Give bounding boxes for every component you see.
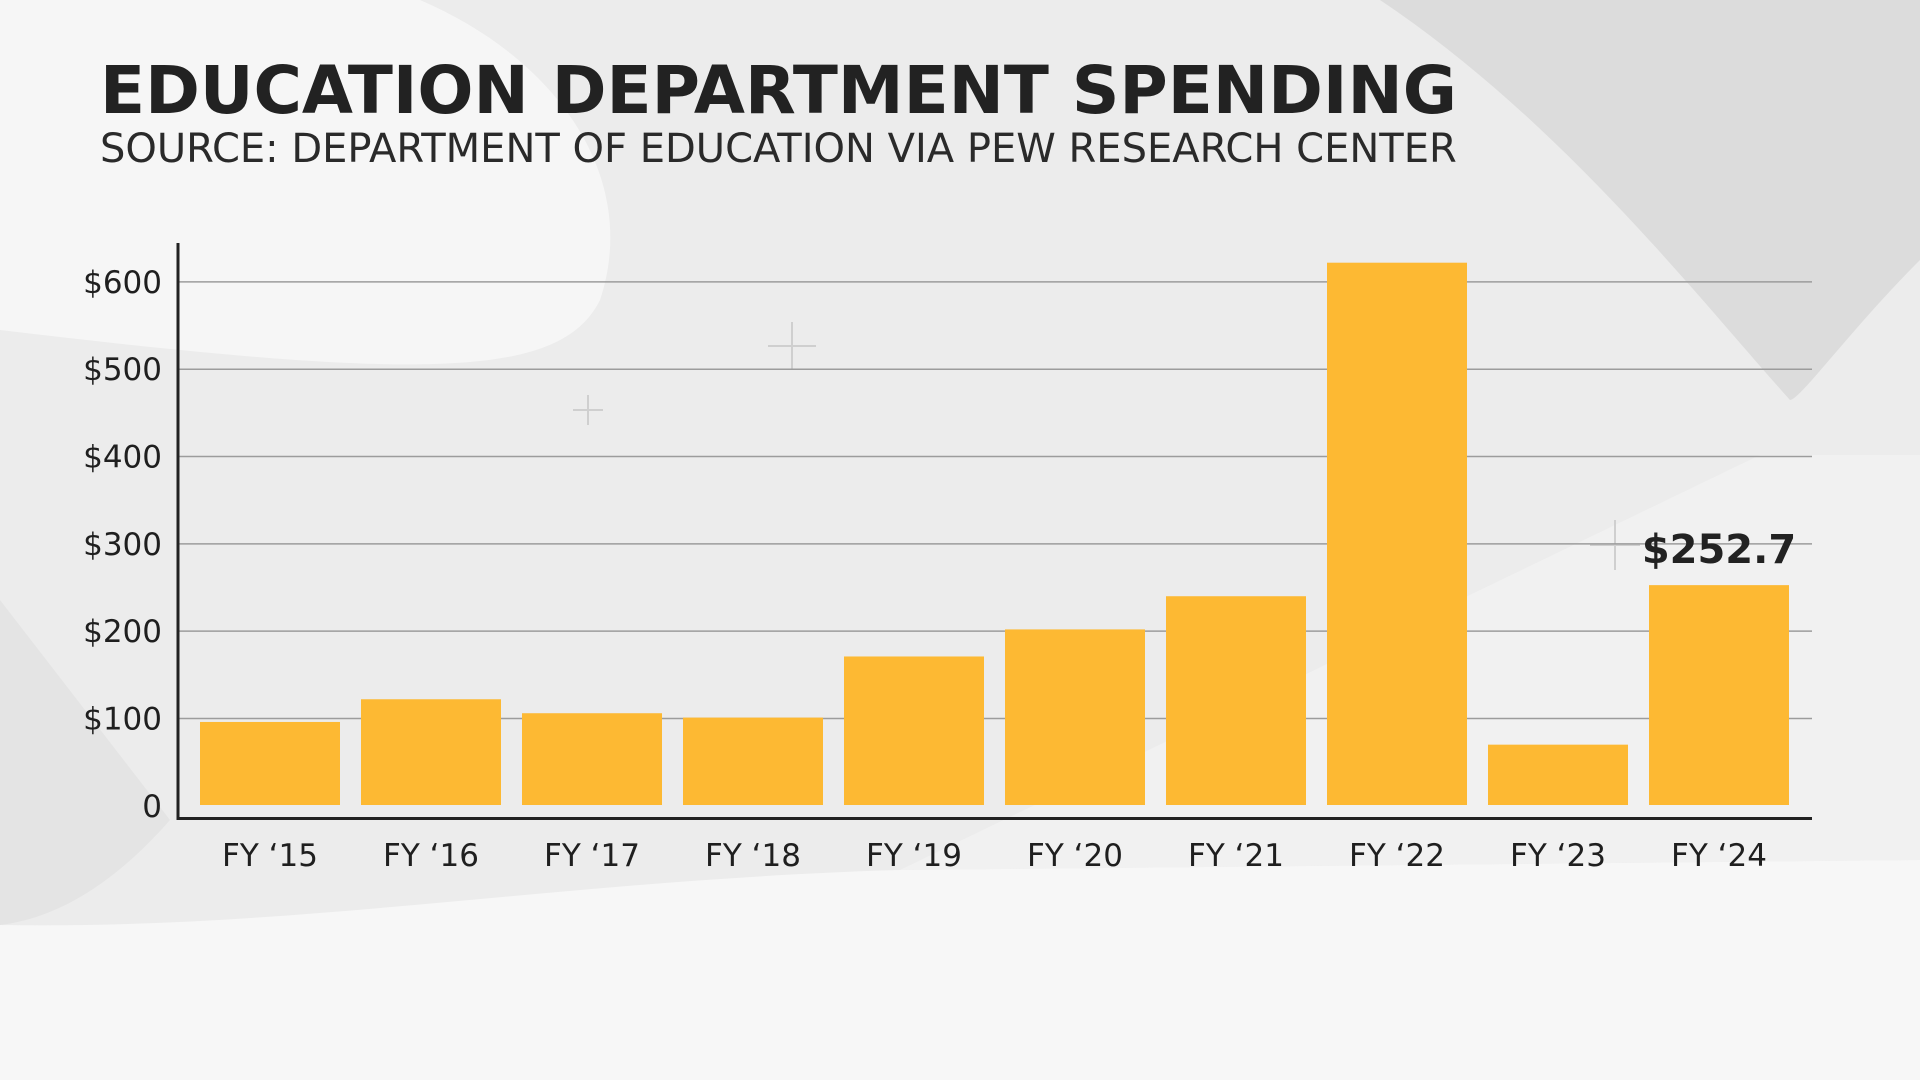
x-tick-label-10: FY ‘24	[1671, 838, 1767, 874]
bar-6	[1005, 629, 1145, 805]
x-tick-label-1: FY ‘15	[222, 838, 318, 874]
x-tick-label-3: FY ‘17	[544, 838, 640, 874]
data-label-10: $252.7	[1642, 527, 1796, 573]
bar-9	[1488, 744, 1628, 805]
x-tick-label-5: FY ‘19	[866, 838, 962, 874]
chart-subtitle: SOURCE: DEPARTMENT OF EDUCATION VIA PEW …	[100, 126, 1457, 172]
y-tick-label-400: $400	[83, 440, 162, 476]
y-tick-label-0: 0	[142, 789, 162, 825]
bar-4	[683, 717, 823, 805]
bar-1	[200, 721, 340, 805]
y-tick-label-100: $100	[83, 701, 162, 737]
bar-3	[522, 713, 662, 805]
chart-title: EDUCATION DEPARTMENT SPENDING	[100, 52, 1457, 129]
x-tick-label-4: FY ‘18	[705, 838, 801, 874]
y-tick-label-600: $600	[83, 265, 162, 301]
bar-8	[1327, 262, 1467, 805]
x-tick-label-8: FY ‘22	[1349, 838, 1445, 874]
bar-5	[844, 656, 984, 805]
bar-2	[361, 699, 501, 805]
x-tick-label-9: FY ‘23	[1510, 838, 1606, 874]
y-tick-label-300: $300	[83, 527, 162, 563]
y-tick-label-200: $200	[83, 614, 162, 650]
x-tick-label-6: FY ‘20	[1027, 838, 1123, 874]
x-tick-label-7: FY ‘21	[1188, 838, 1284, 874]
bar-7	[1166, 596, 1306, 805]
y-tick-label-500: $500	[83, 352, 162, 388]
bar-10	[1649, 585, 1789, 805]
x-tick-label-2: FY ‘16	[383, 838, 479, 874]
